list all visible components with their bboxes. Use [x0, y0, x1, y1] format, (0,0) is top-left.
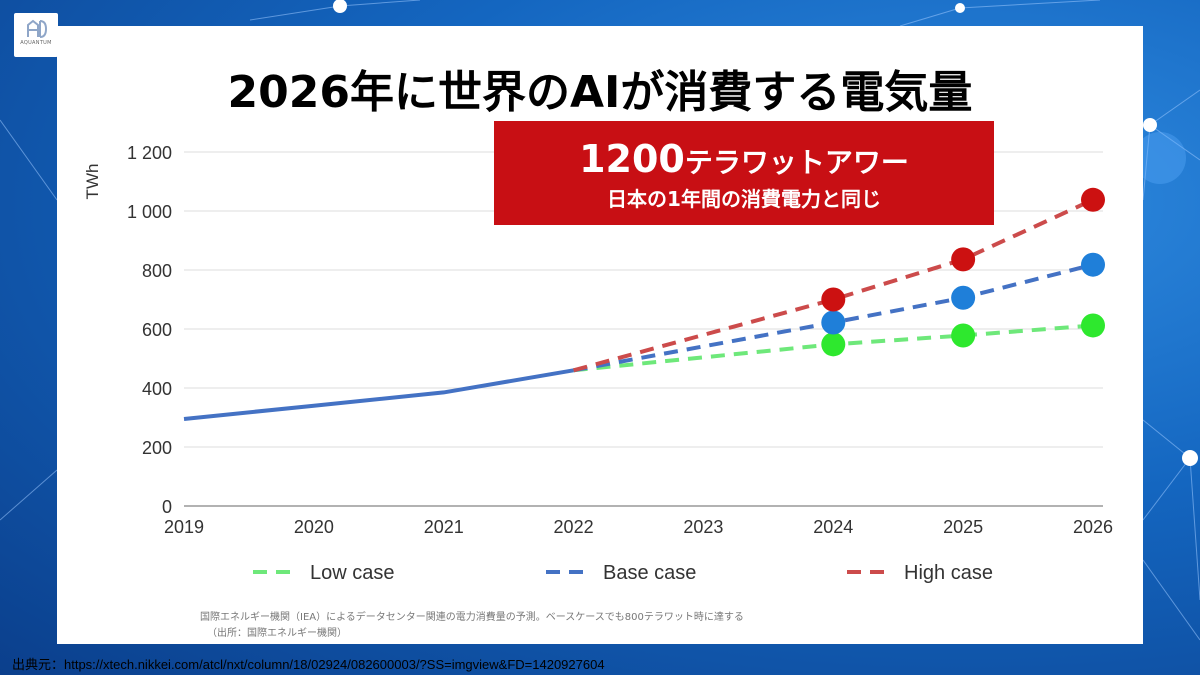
y-tick-label: 400: [142, 379, 172, 399]
x-tick-label: 2020: [294, 517, 334, 537]
highlight-banner: 1200テラワットアワー 日本の1年間の消費電力と同じ: [494, 121, 994, 225]
data-point-low: [821, 332, 846, 357]
legend-label-high: High case: [904, 562, 993, 584]
line-chart: 0 200 400 600 800 1 000 1 200 2019 2020 2021 2022…: [83, 143, 1113, 584]
legend-item-base: Base case: [546, 562, 696, 584]
series-lines: [183, 197, 1094, 421]
x-tick-label: 2023: [683, 517, 723, 537]
legend-label-low: Low case: [310, 562, 395, 584]
legend-label-base: Base case: [603, 562, 696, 584]
y-tick-label: 200: [142, 438, 172, 458]
data-point-high: [1081, 187, 1105, 212]
x-tick-label: 2019: [164, 517, 204, 537]
data-point-high: [821, 287, 846, 312]
footnote-line-1: 国際エネルギー機関（IEA）によるデータセンター関連の電力消費量の予測。ベースケ…: [200, 612, 744, 623]
slide-title: 2026年に世界のAIが消費する電気量: [227, 67, 973, 118]
y-axis-ticks: 0 200 400 600 800 1 000 1 200: [127, 143, 172, 517]
x-tick-label: 2024: [813, 517, 853, 537]
slide-card: 2026年に世界のAIが消費する電気量 0 200 400 600 800 1 000 1 …: [57, 26, 1143, 644]
x-tick-label: 2026: [1073, 517, 1113, 537]
x-tick-label: 2021: [424, 517, 464, 537]
company-logo: AQUANTUM: [14, 13, 58, 57]
y-tick-label: 0: [162, 497, 172, 517]
y-axis-label: TWh: [83, 164, 102, 200]
x-axis-ticks: 2019 2020 2021 2022 2023 2024 2025 2026: [164, 517, 1113, 537]
data-point-low: [951, 323, 976, 348]
data-point-base: [821, 310, 846, 335]
series-line-actual: [183, 368, 574, 421]
y-tick-label: 800: [142, 261, 172, 281]
series-line-base: [573, 262, 1094, 373]
data-point-base: [951, 285, 976, 310]
data-point-base: [1081, 252, 1105, 277]
footnote-line-2: （出所：国際エネルギー機関）: [207, 628, 347, 639]
series-line-low: [573, 323, 1094, 373]
legend-item-high: High case: [847, 562, 993, 584]
banner-number: 1200: [579, 137, 685, 181]
y-tick-label: 600: [142, 320, 172, 340]
y-tick-label: 1 200: [127, 143, 172, 163]
y-tick-label: 1 000: [127, 202, 172, 222]
x-tick-label: 2025: [943, 517, 983, 537]
data-point-low: [1081, 313, 1105, 338]
x-tick-label: 2022: [554, 517, 594, 537]
banner-unit: テラワットアワー: [684, 146, 909, 179]
logo-icon: [27, 19, 47, 38]
legend: Low case Base case High case: [253, 562, 993, 584]
banner-headline: 1200テラワットアワー: [494, 137, 994, 181]
banner-subtitle: 日本の1年間の消費電力と同じ: [607, 187, 881, 211]
logo-text: AQUANTUM: [20, 40, 52, 46]
series-markers: [821, 187, 1105, 357]
legend-item-low: Low case: [253, 562, 395, 584]
source-citation: 出典元：https://xtech.nikkei.com/atcl/nxt/co…: [12, 657, 605, 672]
data-point-high: [951, 247, 976, 272]
